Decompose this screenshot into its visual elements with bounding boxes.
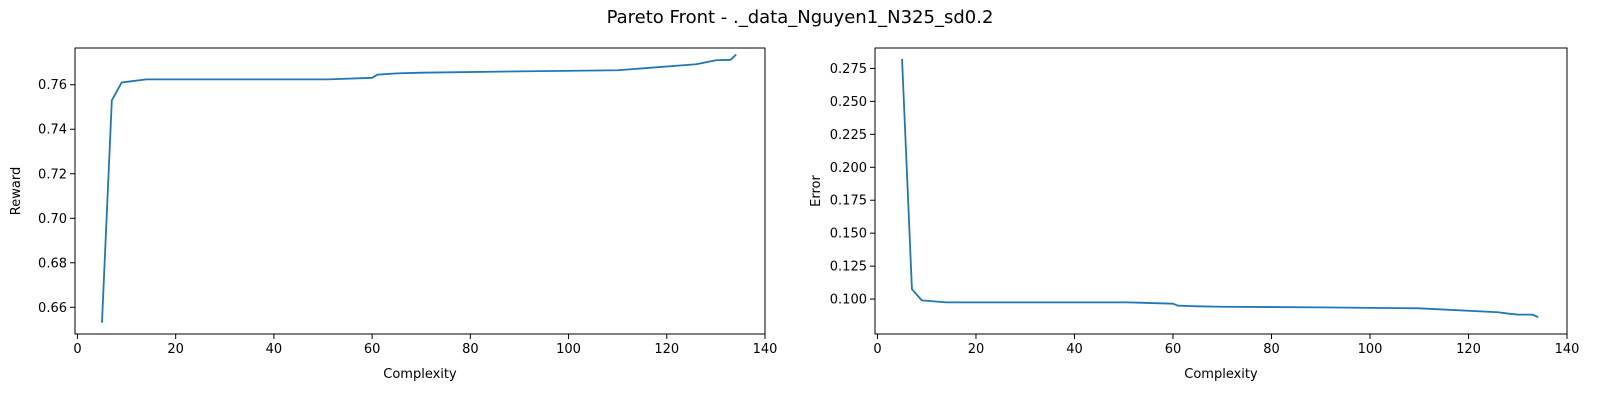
reward-chart: 0 20 40 60 80 100 120 140 0.66 0.68 0.70 0.72 0.74 0.… bbox=[9, 47, 778, 382]
x-tick-label: 40 bbox=[266, 342, 283, 357]
x-tick-label: 0 bbox=[873, 342, 881, 357]
error-series-line bbox=[901, 58, 1539, 319]
y-tick-label: 0.72 bbox=[38, 167, 67, 182]
x-tick-label: 40 bbox=[1066, 342, 1083, 357]
y-tick-label: 0.200 bbox=[830, 161, 867, 176]
reward-axes-frame bbox=[74, 47, 766, 335]
reward-series-line bbox=[101, 53, 737, 323]
error-x-axis-label: Complexity bbox=[1184, 367, 1258, 382]
y-tick-label: 0.275 bbox=[830, 62, 867, 77]
x-tick-label: 0 bbox=[73, 342, 81, 357]
y-tick-label: 0.100 bbox=[830, 293, 867, 308]
x-tick-label: 60 bbox=[1165, 342, 1182, 357]
error-y-axis-label: Error bbox=[809, 175, 824, 207]
y-tick-label: 0.225 bbox=[830, 128, 867, 143]
x-tick-label: 100 bbox=[556, 342, 581, 357]
y-tick-label: 0.125 bbox=[830, 260, 867, 275]
x-tick-label: 120 bbox=[1456, 342, 1481, 357]
x-tick-label: 120 bbox=[654, 342, 679, 357]
y-tick-label: 0.150 bbox=[830, 227, 867, 242]
error-axes-frame bbox=[874, 47, 1568, 335]
x-tick-label: 80 bbox=[462, 342, 479, 357]
y-tick-label: 0.74 bbox=[38, 123, 67, 138]
reward-x-axis-label: Complexity bbox=[383, 367, 457, 382]
x-tick-label: 140 bbox=[753, 342, 778, 357]
x-tick-label: 60 bbox=[364, 342, 381, 357]
y-tick-label: 0.175 bbox=[830, 194, 867, 209]
x-tick-label: 20 bbox=[167, 342, 184, 357]
y-tick-label: 0.76 bbox=[38, 78, 67, 93]
figure-title: Pareto Front - ._data_Nguyen1_N325_sd0.2 bbox=[607, 7, 994, 28]
x-tick-label: 100 bbox=[1358, 342, 1383, 357]
y-tick-label: 0.250 bbox=[830, 95, 867, 110]
x-tick-label: 80 bbox=[1263, 342, 1280, 357]
x-tick-label: 140 bbox=[1555, 342, 1580, 357]
error-chart: 0 20 40 60 80 100 120 140 0.100 0.125 0.150 0.175 0.… bbox=[809, 47, 1580, 382]
x-tick-label: 20 bbox=[968, 342, 985, 357]
reward-y-axis-label: Reward bbox=[9, 167, 24, 215]
y-tick-label: 0.66 bbox=[38, 301, 67, 316]
y-tick-label: 0.70 bbox=[38, 212, 67, 227]
y-tick-label: 0.68 bbox=[38, 256, 67, 271]
